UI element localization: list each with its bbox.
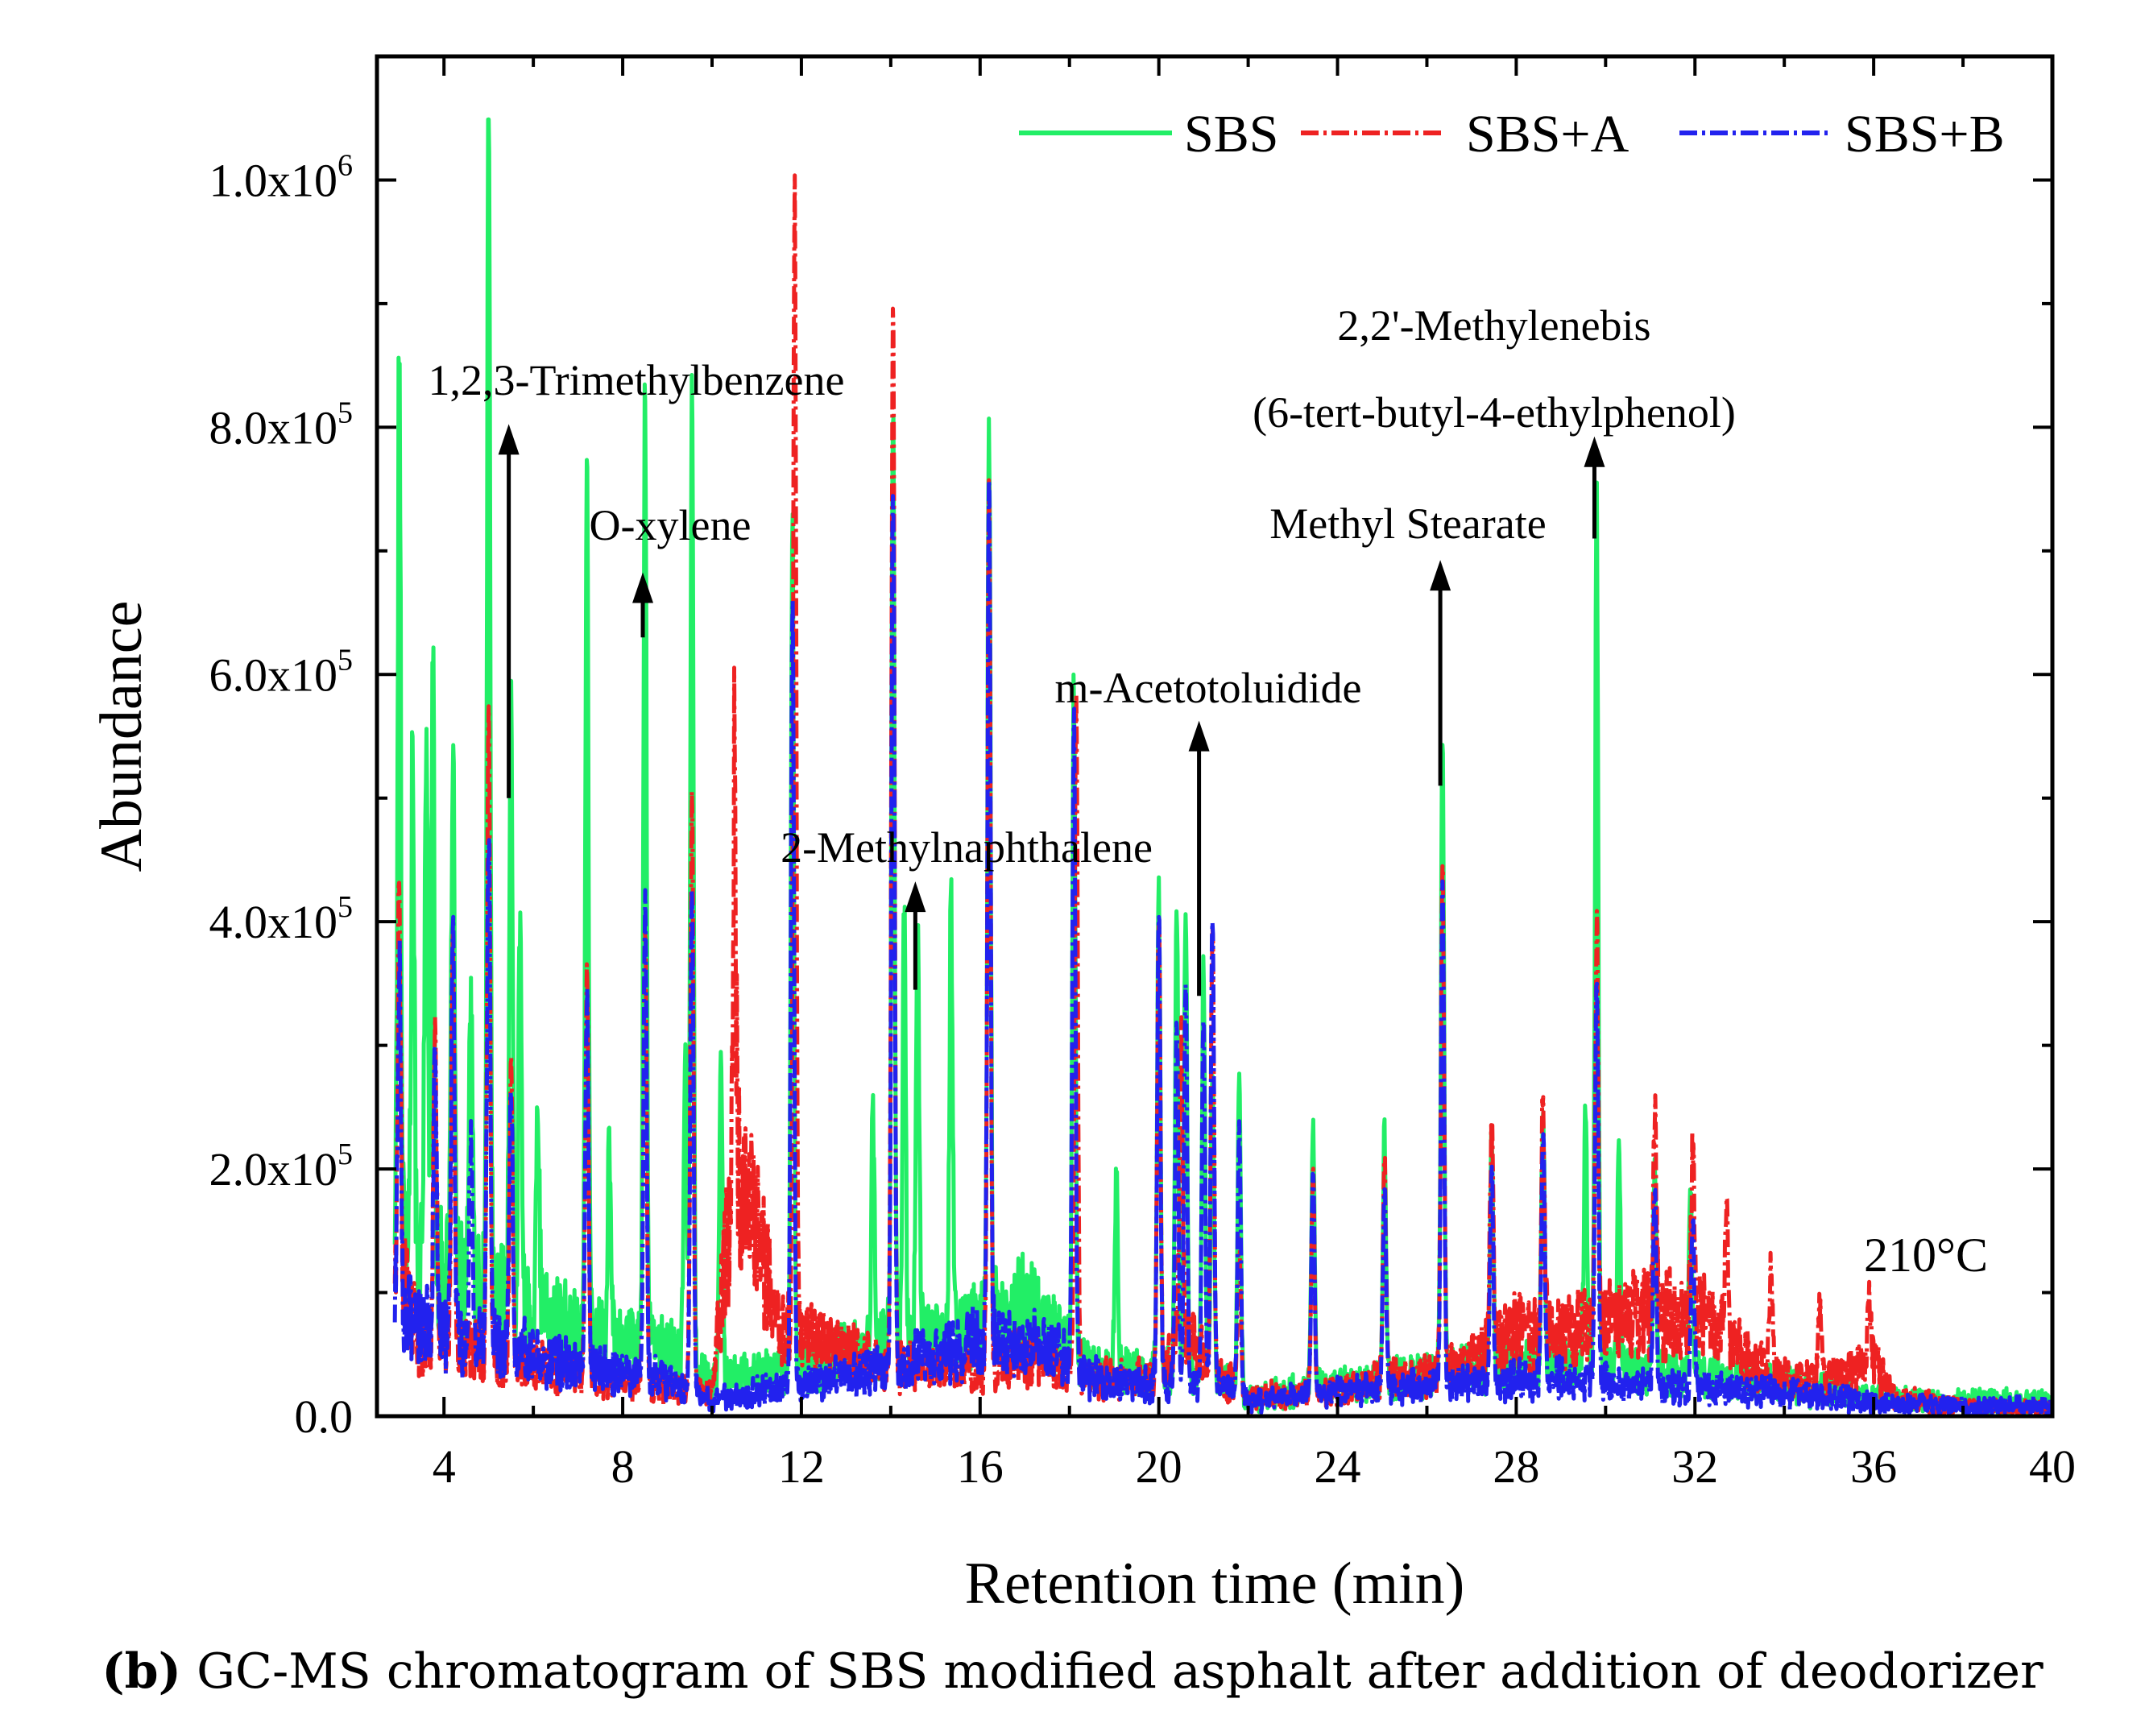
y-tick-label: 0.0 bbox=[295, 1390, 354, 1443]
temperature-label: 210°C bbox=[1864, 1228, 1988, 1282]
annotation-label: m-Acetotoluidide bbox=[1055, 664, 1362, 712]
x-tick-label: 32 bbox=[1671, 1440, 1718, 1493]
annotation-arrowhead bbox=[905, 881, 926, 913]
x-tick-label: 8 bbox=[611, 1440, 635, 1493]
annotation-arrowhead bbox=[1430, 560, 1451, 591]
x-axis-title: Retention time (min) bbox=[965, 1551, 1465, 1617]
annotation-label: (6-tert-butyl-4-ethylphenol) bbox=[1253, 388, 1736, 437]
series-line-sbs-plus-b bbox=[392, 478, 2052, 1416]
legend-label-2: SBS+B bbox=[1845, 105, 2005, 164]
y-tick-label: 6.0x105 bbox=[209, 643, 354, 701]
plot-frame bbox=[375, 54, 2055, 1419]
y-tick-label: 1.0x106 bbox=[209, 148, 354, 206]
annotation-arrowhead bbox=[1584, 436, 1605, 467]
x-tick-label: 20 bbox=[1136, 1440, 1182, 1493]
x-tick-label: 40 bbox=[2029, 1440, 2076, 1493]
series-line-sbs bbox=[392, 117, 2052, 1416]
legend-label-1: SBS+A bbox=[1466, 105, 1629, 164]
annotation-label: 2-Methylnaphthalene bbox=[781, 823, 1153, 872]
annotation-arrowhead bbox=[498, 424, 520, 455]
annotation-label: O-xylene bbox=[590, 501, 752, 549]
annotation-label: 1,2,3-Trimethylbenzene bbox=[429, 356, 845, 404]
caption-label: (b) bbox=[101, 1643, 182, 1700]
figure-caption: (b) GC-MS chromatogram of SBS modified a… bbox=[0, 1643, 2145, 1700]
legend-label-0: SBS bbox=[1184, 105, 1278, 164]
y-tick-label: 2.0x105 bbox=[209, 1137, 354, 1195]
x-tick-label: 16 bbox=[957, 1440, 1004, 1493]
x-tick-label: 24 bbox=[1315, 1440, 1361, 1493]
chromatogram-chart: 4 8 12 16 20 24 28 32 36 40 0.0 2.0x105 4.0x105 6.0x1… bbox=[89, 54, 2076, 1617]
x-tick-label: 12 bbox=[778, 1440, 825, 1493]
caption-text: GC-MS chromatogram of SBS modified aspha… bbox=[197, 1643, 2044, 1700]
x-tick-label: 36 bbox=[1850, 1440, 1897, 1493]
y-axis-title: Abundance bbox=[89, 601, 155, 872]
x-tick-label: 4 bbox=[433, 1440, 456, 1493]
x-tick-label: 28 bbox=[1493, 1440, 1539, 1493]
y-tick-label: 4.0x105 bbox=[209, 890, 354, 948]
annotation-arrowhead bbox=[632, 572, 654, 603]
y-tick-label: 8.0x105 bbox=[209, 396, 354, 454]
annotation-label: Methyl Stearate bbox=[1269, 499, 1546, 548]
annotation-label: 2,2'-Methylenebis bbox=[1337, 301, 1650, 350]
annotation-arrowhead bbox=[1188, 720, 1210, 752]
